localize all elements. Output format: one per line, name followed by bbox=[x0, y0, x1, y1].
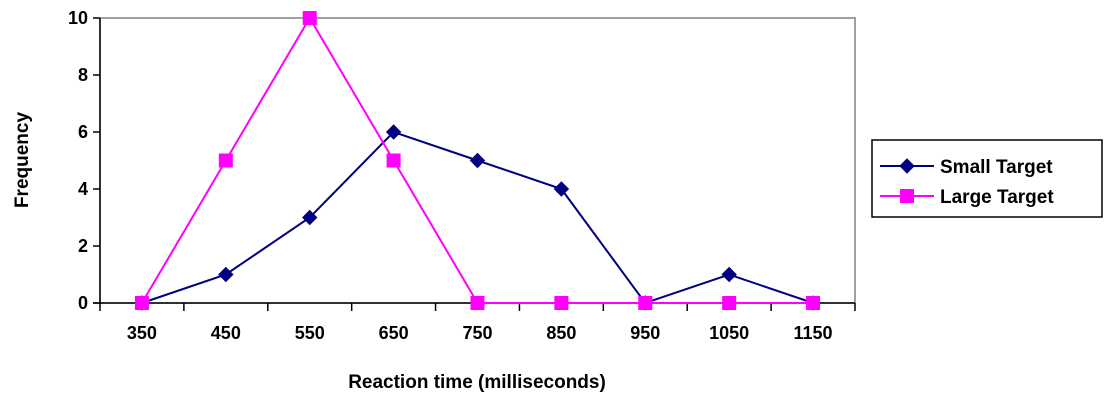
x-tick-label: 450 bbox=[211, 323, 241, 343]
data-point-large-target bbox=[807, 297, 820, 310]
data-point-large-target bbox=[639, 297, 652, 310]
x-tick-label: 1150 bbox=[794, 323, 833, 343]
x-axis-title: Reaction time (milliseconds) bbox=[348, 372, 606, 393]
data-point-large-target bbox=[219, 154, 232, 167]
x-tick-label: 1050 bbox=[709, 323, 749, 343]
y-tick-label: 8 bbox=[78, 65, 88, 85]
y-tick-label: 0 bbox=[78, 293, 88, 313]
x-tick-label: 350 bbox=[127, 323, 157, 343]
legend: Small Target Large Target bbox=[872, 140, 1102, 217]
y-axis-title: Frequency bbox=[12, 112, 33, 209]
data-point-large-target bbox=[387, 154, 400, 167]
x-tick-label: 550 bbox=[295, 323, 325, 343]
y-tick-label: 6 bbox=[78, 122, 88, 142]
data-point-large-target bbox=[135, 297, 148, 310]
y-tick-label: 2 bbox=[78, 236, 88, 256]
data-point-large-target bbox=[471, 297, 484, 310]
x-tick-label: 650 bbox=[379, 323, 409, 343]
x-tick-label: 950 bbox=[630, 323, 660, 343]
y-tick-label: 4 bbox=[78, 179, 88, 199]
x-tick-label: 750 bbox=[462, 323, 492, 343]
legend-label: Large Target bbox=[940, 187, 1054, 208]
data-point-large-target bbox=[723, 297, 736, 310]
x-tick-label: 850 bbox=[546, 323, 576, 343]
data-point-large-target bbox=[303, 12, 316, 25]
data-point-large-target bbox=[555, 297, 568, 310]
y-tick-label: 10 bbox=[68, 8, 88, 28]
legend-marker bbox=[901, 190, 914, 203]
legend-label: Small Target bbox=[940, 157, 1053, 178]
